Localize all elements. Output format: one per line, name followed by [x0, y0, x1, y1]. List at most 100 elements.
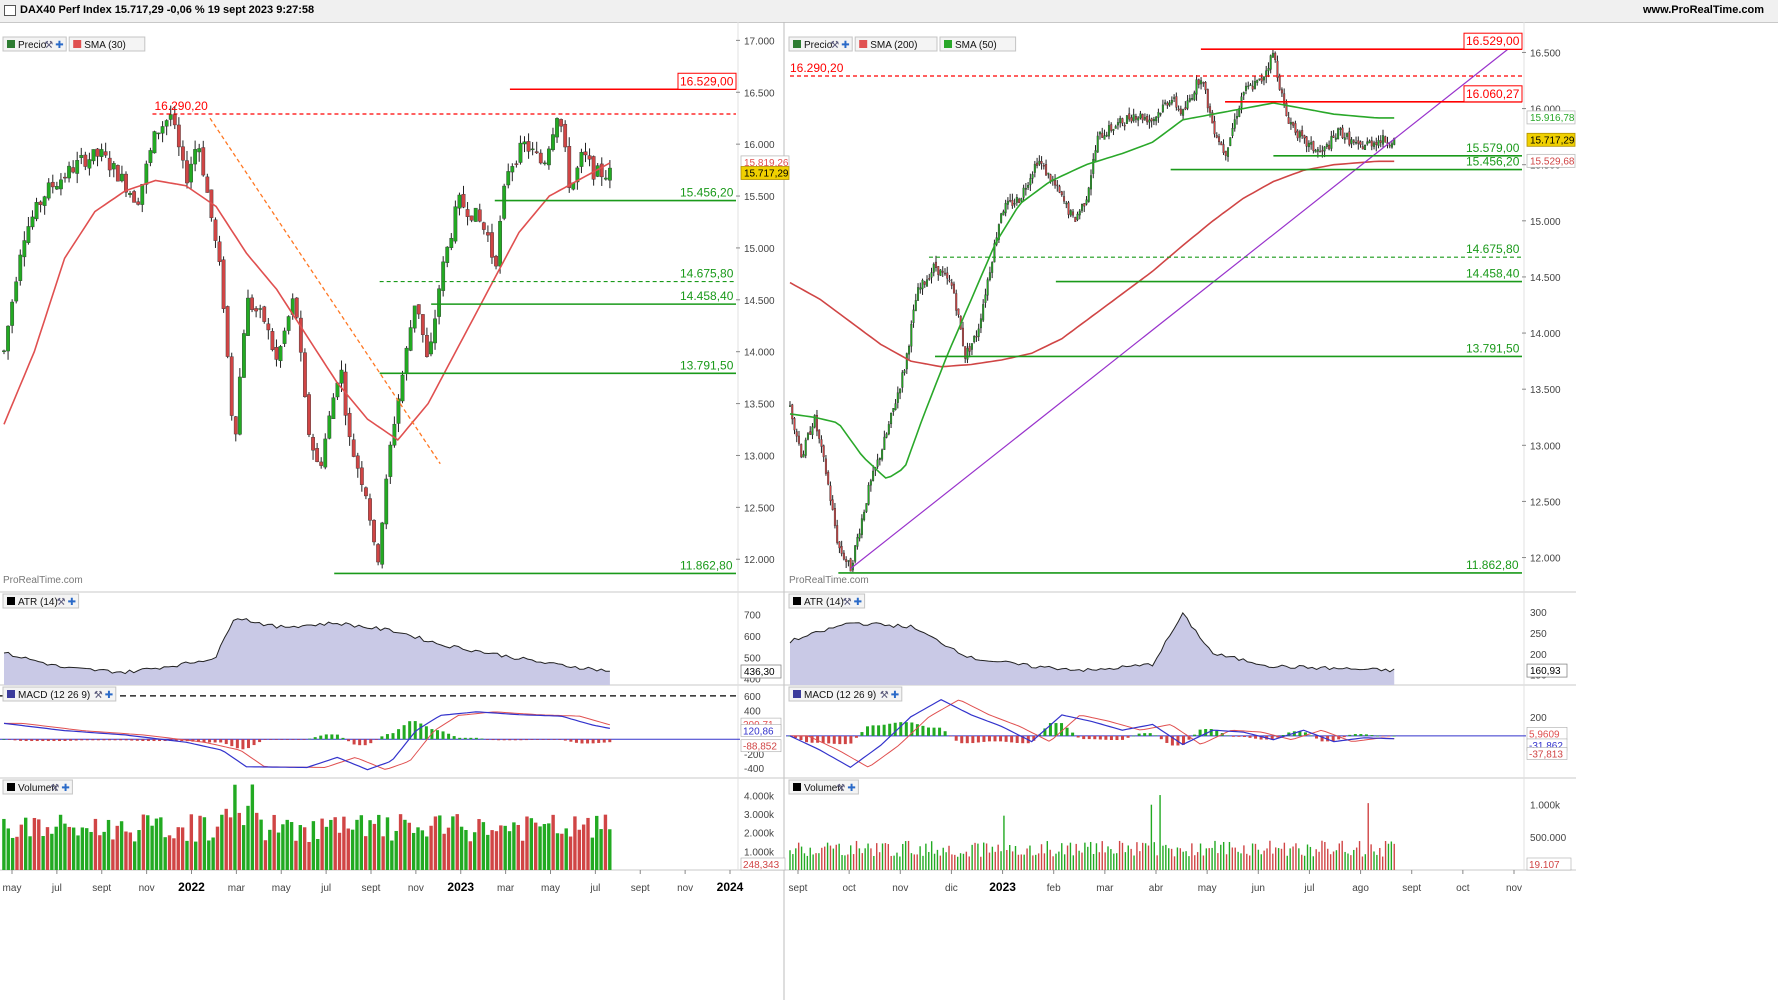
level-label: 16.290,20	[790, 61, 844, 75]
volume-bar	[525, 816, 529, 870]
candle-body	[229, 356, 234, 416]
candle-body	[551, 134, 555, 151]
candle-body	[1069, 210, 1072, 216]
atr-value-badge	[1526, 663, 1568, 678]
price-badge	[740, 166, 790, 180]
macd-histogram-bar	[324, 734, 328, 740]
candle-body	[1152, 119, 1155, 122]
macd-histogram-bar	[882, 724, 886, 736]
candle-body	[91, 149, 96, 162]
candle-body	[1125, 115, 1128, 124]
candle-body	[400, 374, 405, 402]
candle-body	[591, 156, 596, 180]
atr-legend: ATR (14)⚒ ✚	[788, 593, 866, 609]
candle-body	[193, 149, 198, 165]
volume-bar	[1136, 842, 1138, 870]
macd-value-badge	[740, 739, 782, 753]
candle-body	[1015, 197, 1018, 203]
volume-bar	[146, 815, 150, 870]
candle-body	[1000, 213, 1003, 223]
atr-area	[790, 612, 1395, 685]
macd-histogram-bar	[469, 737, 473, 740]
candle-body	[547, 148, 551, 166]
y-tick-label: 13.000	[1530, 441, 1561, 452]
macd-histogram-bar	[1004, 735, 1008, 742]
site-url[interactable]: www.ProRealTime.com	[1642, 4, 1764, 16]
volume-bar	[468, 841, 473, 870]
volume-bar	[835, 844, 837, 870]
legend-swatch	[944, 40, 952, 48]
candle-body	[840, 546, 843, 554]
macd-histogram-bar	[280, 739, 284, 740]
volume-bar	[1069, 842, 1072, 870]
legend-swatch	[793, 597, 801, 605]
candle-body	[952, 283, 955, 294]
macd-histogram-bar	[1181, 735, 1185, 745]
volume-bar	[398, 814, 403, 870]
volume-bar	[1196, 852, 1199, 870]
volume-bar	[1295, 843, 1297, 870]
volume-bar	[512, 822, 516, 870]
volume-bar	[1176, 847, 1179, 870]
volume-bar	[893, 855, 895, 870]
candle-body	[465, 209, 470, 217]
atr-line	[789, 611, 1395, 673]
volume-bar	[499, 825, 503, 870]
volume-bar	[1211, 847, 1213, 870]
plus-icon: ✚	[847, 783, 855, 794]
price-badge-label: 15.717,29	[1530, 135, 1575, 146]
macd-histogram-bar	[1226, 735, 1230, 737]
candle-body	[1096, 135, 1099, 153]
candle-body	[351, 439, 356, 457]
volume-bar	[1084, 842, 1086, 870]
candle-body	[892, 408, 895, 412]
candle-body	[1346, 133, 1349, 137]
level-label: 16.529,00	[1466, 34, 1520, 48]
atr-tick-label: 200	[1530, 650, 1547, 661]
candle-body	[1337, 128, 1340, 140]
volume-bar	[41, 836, 45, 870]
macd-histogram-bar	[91, 739, 95, 741]
macd-histogram-bar	[230, 739, 234, 747]
volume-bar	[907, 840, 910, 870]
candle-body	[1334, 137, 1337, 140]
volume-bar	[1098, 852, 1101, 870]
volume-bar	[1260, 854, 1262, 870]
volume-bar	[15, 836, 19, 870]
volume-bar	[809, 847, 811, 870]
macd-histogram-bar	[313, 737, 317, 740]
level-label: 16.529,00	[680, 74, 734, 88]
macd-histogram-bar	[1109, 735, 1113, 740]
candle-body	[1166, 102, 1169, 106]
macd-histogram-bar	[41, 739, 45, 742]
candle-body	[71, 167, 76, 173]
volume-bar	[233, 784, 237, 870]
volume-bar	[85, 828, 89, 870]
macd-histogram-bar	[888, 723, 892, 736]
volume-bar	[1179, 848, 1181, 870]
volume-bar	[829, 845, 832, 870]
volume-bar	[246, 805, 250, 870]
macd-histogram-bar	[843, 735, 847, 745]
x-tick-label: nov	[139, 883, 155, 894]
macd-histogram-bar	[1342, 735, 1346, 738]
volume-bar	[942, 847, 944, 870]
candle-body	[845, 559, 848, 562]
candle-body	[1224, 150, 1227, 156]
volume-bar	[795, 848, 797, 870]
legend-swatch	[7, 40, 15, 48]
candle-body	[1359, 141, 1362, 145]
volume-bar	[1309, 846, 1312, 870]
candle-body	[1368, 140, 1371, 144]
candle-body	[1341, 127, 1344, 139]
macd-histogram-bar	[102, 739, 106, 741]
macd-histogram-bar	[452, 736, 456, 740]
volume-bar	[1142, 842, 1144, 870]
candle-body	[1364, 145, 1367, 151]
candle-body	[930, 272, 933, 278]
candle-body	[865, 503, 868, 512]
candle-body	[1116, 122, 1119, 126]
level-label: 16.290,20	[154, 99, 208, 113]
volume-bar	[472, 832, 477, 870]
